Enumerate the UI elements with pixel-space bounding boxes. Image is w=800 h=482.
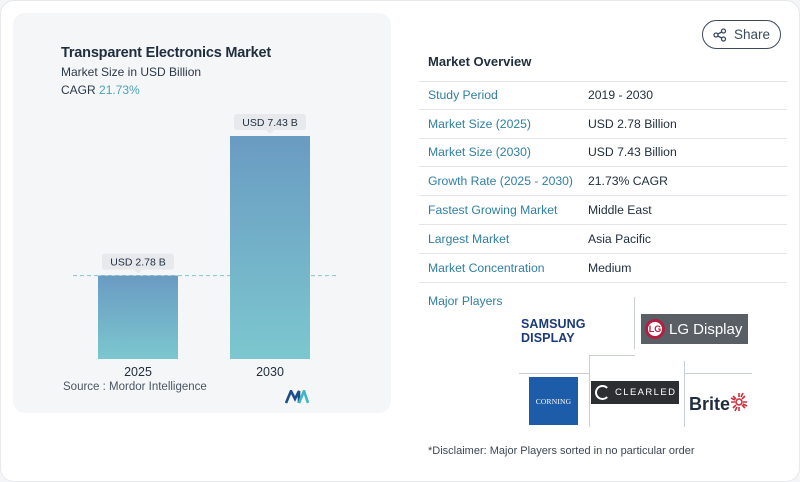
corning-logo: CORNING [529, 377, 578, 425]
clearled-mark-icon [595, 385, 610, 400]
x-tick-label-2025: 2025 [124, 365, 152, 379]
x-tick-label-2030: 2030 [256, 365, 284, 379]
logo-divider [684, 361, 685, 427]
bar-2030 [230, 136, 310, 359]
clearled-text: CLEARLED [615, 387, 677, 398]
cagr-text: CAGR 21.73% [61, 83, 140, 97]
overview-row-study-period: Study Period 2019 - 2030 [419, 81, 787, 110]
data-label-2025: USD 2.78 B [110, 257, 165, 269]
chart-title: Transparent Electronics Market [61, 45, 271, 61]
data-label-bg-2025 [102, 253, 174, 270]
market-overview-title: Market Overview [428, 54, 532, 69]
overview-value: USD 2.78 Billion [588, 116, 677, 131]
brite-burst-icon [730, 392, 748, 412]
clearled-logo: CLEARLED [591, 381, 679, 404]
logo-divider [589, 355, 635, 356]
samsung-display-logo: SAMSUNG DISPLAY [521, 317, 586, 345]
chart-subtitle: Market Size in USD Billion [61, 65, 202, 79]
lg-display-text: LG Display [669, 320, 743, 338]
logo-divider [519, 373, 589, 374]
chart-card [13, 13, 391, 413]
overview-label: Largest Market [428, 231, 510, 246]
overview-label: Growth Rate (2025 - 2030) [428, 174, 573, 189]
lg-mark: LG [645, 319, 665, 339]
cagr-label: CAGR [61, 83, 96, 97]
market-overview-table: Study Period 2019 - 2030 Market Size (20… [419, 81, 787, 283]
overview-label: Market Size (2030) [428, 145, 531, 160]
share-label: Share [733, 27, 771, 42]
overview-row-growth-rate: Growth Rate (2025 - 2030) 21.73% CAGR [419, 167, 787, 197]
overview-row-largest-market: Largest Market Asia Pacific [419, 225, 787, 254]
overview-value: USD 7.43 Billion [588, 145, 677, 160]
data-label-pointer-2030 [266, 130, 274, 134]
overview-label: Market Concentration [428, 260, 545, 275]
mordor-logo-icon [285, 390, 309, 404]
overview-row-market-size-2025: Market Size (2025) USD 2.78 Billion [419, 110, 787, 139]
share-icon [713, 27, 727, 42]
overview-row-fastest-growing: Fastest Growing Market Middle East [419, 196, 787, 225]
bar-2025 [98, 275, 178, 359]
source-text: Source : Mordor Intelligence [63, 381, 207, 393]
corning-text: CORNING [535, 396, 572, 406]
major-players-label: Major Players [428, 294, 503, 308]
overview-label: Study Period [428, 88, 498, 103]
overview-row-market-size-2030: Market Size (2030) USD 7.43 Billion [419, 139, 787, 168]
logo-divider [684, 373, 752, 374]
overview-label: Fastest Growing Market [428, 203, 558, 218]
overview-value: 21.73% CAGR [588, 174, 668, 189]
data-label-bg-2030 [234, 114, 306, 130]
disclaimer-text: *Disclaimer: Major Players sorted in no … [428, 445, 695, 457]
overview-value: 2019 - 2030 [588, 88, 654, 103]
cagr-value: 21.73% [99, 83, 140, 97]
share-button[interactable]: Share [702, 20, 781, 49]
logo-divider [634, 297, 635, 349]
overview-row-market-concentration: Market Concentration Medium [419, 254, 787, 283]
brite-logo: Brite [689, 386, 751, 422]
brite-text: Brite [689, 393, 731, 414]
overview-label: Market Size (2025) [428, 116, 531, 131]
lg-display-logo: LG LG Display [641, 314, 748, 344]
overview-value: Medium [588, 260, 632, 275]
logo-divider [589, 355, 590, 427]
overview-value: Asia Pacific [588, 231, 651, 246]
data-label-2030: USD 7.43 B [242, 117, 297, 129]
data-label-pointer-2025 [134, 269, 142, 274]
bar-chart: USD 2.78 B 2025 USD 7.43 B 2030 [73, 114, 339, 379]
overview-value: Middle East [588, 203, 652, 218]
